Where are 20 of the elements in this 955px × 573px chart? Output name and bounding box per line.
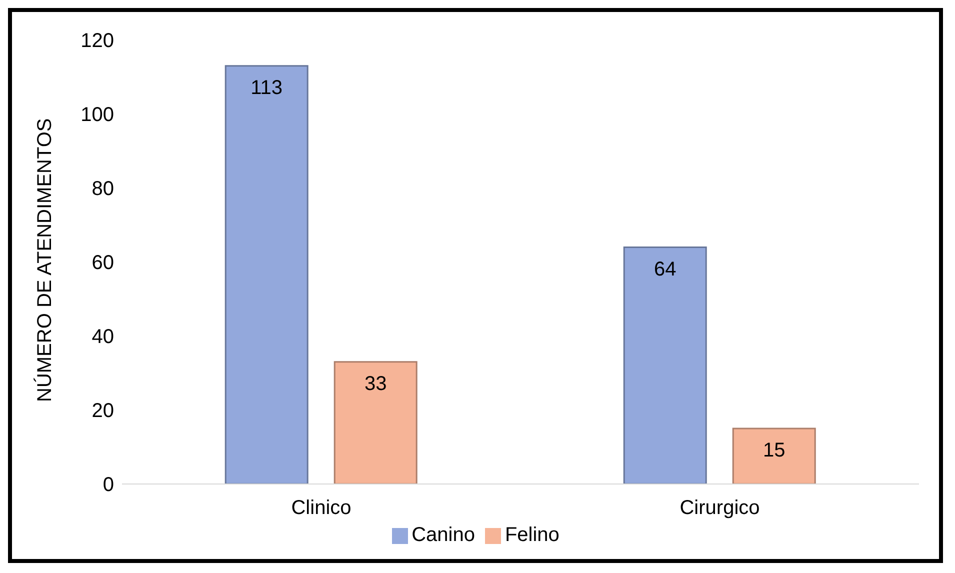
data-label: 113	[250, 77, 283, 100]
y-tick-label: 0	[102, 474, 114, 496]
y-tick-label: 100	[80, 104, 114, 126]
legend-label: Felino	[504, 524, 560, 546]
data-label: 15	[762, 440, 786, 462]
data-label: 64	[654, 258, 676, 280]
x-tick-label: Clinico	[291, 497, 352, 520]
bar	[334, 361, 418, 484]
data-label: 33	[364, 373, 387, 396]
y-tick-label: 80	[92, 178, 114, 200]
bar	[732, 428, 816, 484]
y-tick-label: 60	[92, 252, 114, 274]
bar	[623, 246, 707, 484]
y-tick-label: 20	[92, 400, 114, 422]
y-tick-label: 40	[92, 326, 114, 348]
bar	[224, 65, 308, 484]
x-tick-label: Cirurgico	[680, 497, 760, 520]
y-tick-label: 120	[80, 30, 114, 52]
y-axis-title: NÚMERO DE ATENDIMENTOS	[33, 118, 56, 402]
legend-label: Canino	[412, 524, 475, 546]
